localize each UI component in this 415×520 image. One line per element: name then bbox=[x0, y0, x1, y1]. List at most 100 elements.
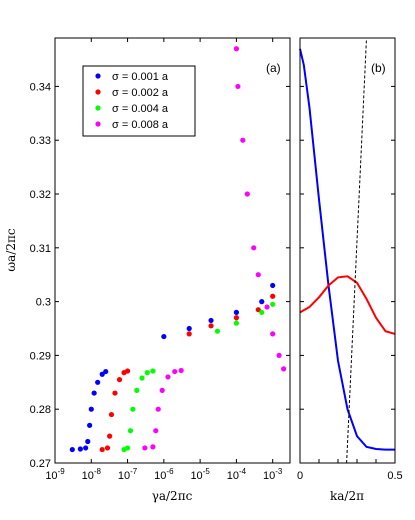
point-series-0-15 bbox=[270, 282, 276, 289]
legend-items: σ = 0.001 a σ = 0.002 a σ = 0.004 a σ = 0.0… bbox=[95, 71, 169, 131]
point-series-0-11 bbox=[186, 325, 192, 332]
point-series-3-10 bbox=[240, 137, 246, 143]
point-series-1-7 bbox=[124, 368, 131, 374]
legend-marker-2 bbox=[95, 105, 101, 111]
x-tick-label-a-5: 10-4 bbox=[227, 467, 247, 482]
point-series-1-11 bbox=[255, 307, 261, 313]
point-series-2-6 bbox=[144, 370, 150, 376]
point-series-1-1 bbox=[104, 445, 111, 451]
x-tick-label-a-0: 10-9 bbox=[45, 467, 65, 482]
panel-b-ticks: 0 0.5 bbox=[297, 85, 403, 482]
panel-a-ticks: 10-9 10-8 10-7 10-6 10-5 10-4 10-3 0.27 0.28 0.29… bbox=[30, 38, 290, 482]
panel-a-frame bbox=[54, 37, 291, 464]
point-series-2-10 bbox=[259, 309, 265, 315]
point-series-1-12 bbox=[270, 293, 276, 299]
curve-b-1 bbox=[299, 275, 396, 335]
point-series-0-7 bbox=[95, 379, 101, 385]
point-series-0-1 bbox=[77, 446, 83, 452]
point-series-2-11 bbox=[270, 301, 276, 307]
point-series-3-13 bbox=[255, 272, 261, 278]
x-tick-label-a-6: 10-3 bbox=[263, 467, 283, 482]
point-series-3-7 bbox=[178, 367, 184, 374]
legend-marker-0 bbox=[95, 73, 101, 79]
panel-a-x-axis-label: γa/2πc bbox=[152, 489, 193, 503]
y-tick-label-a-6: 0.33 bbox=[30, 135, 51, 147]
point-series-3-6 bbox=[172, 368, 178, 375]
panel-a-tag: (a) bbox=[266, 61, 281, 75]
legend-box bbox=[82, 65, 196, 137]
point-series-3-11 bbox=[244, 191, 250, 197]
point-series-0-0 bbox=[69, 446, 75, 453]
y-tick-label-a-0: 0.27 bbox=[30, 458, 51, 470]
panel-b-frame bbox=[299, 37, 396, 464]
y-tick-label-a-1: 0.28 bbox=[30, 404, 51, 416]
y-tick-label-a-2: 0.29 bbox=[30, 350, 51, 362]
curve-b-2 bbox=[346, 37, 367, 464]
legend-label-0: σ = 0.001 a bbox=[112, 71, 169, 83]
x-tick-label-b-1: 0.5 bbox=[387, 470, 402, 482]
point-series-2-1 bbox=[124, 445, 131, 451]
point-series-3-0 bbox=[142, 445, 148, 451]
x-tick-label-a-3: 10-6 bbox=[154, 467, 174, 482]
legend-marker-3 bbox=[95, 121, 101, 127]
legend-label-2: σ = 0.004 a bbox=[112, 103, 169, 115]
point-series-1-2 bbox=[107, 433, 113, 439]
point-series-3-8 bbox=[233, 46, 240, 52]
point-series-1-8 bbox=[186, 331, 192, 337]
legend-label-3: σ = 0.008 a bbox=[112, 119, 169, 131]
point-series-0-5 bbox=[88, 406, 94, 412]
y-tick-label-a-3: 0.3 bbox=[36, 297, 51, 309]
point-series-0-3 bbox=[85, 438, 91, 445]
point-series-2-9 bbox=[233, 320, 240, 326]
panel-b-x-axis-label: ka/2π bbox=[330, 489, 364, 503]
point-series-0-14 bbox=[259, 299, 265, 305]
x-tick-label-a-1: 10-8 bbox=[82, 467, 102, 482]
point-series-3-4 bbox=[159, 387, 165, 393]
panel-b-tag: (b) bbox=[371, 61, 386, 75]
point-series-2-4 bbox=[134, 387, 140, 393]
panel-b: 0 0.5 (b) ka/2π bbox=[297, 37, 403, 503]
point-series-0-13 bbox=[233, 309, 240, 315]
point-series-3-16 bbox=[276, 352, 282, 359]
curve-b-0 bbox=[299, 48, 395, 451]
point-series-0-8 bbox=[99, 371, 105, 377]
panel-a: 10-9 10-8 10-7 10-6 10-5 10-4 10-3 0.27 0.28 0.29… bbox=[4, 37, 291, 503]
x-tick-label-a-2: 10-7 bbox=[118, 467, 138, 482]
point-series-3-5 bbox=[165, 374, 171, 380]
point-series-0-9 bbox=[103, 368, 109, 375]
legend: σ = 0.001 a σ = 0.002 a σ = 0.004 a σ = 0.0… bbox=[82, 65, 196, 137]
point-series-3-9 bbox=[235, 83, 241, 90]
y-tick-label-a-5: 0.32 bbox=[30, 189, 51, 201]
point-series-2-3 bbox=[130, 406, 136, 412]
point-series-1-3 bbox=[108, 411, 115, 418]
point-series-2-5 bbox=[139, 375, 145, 381]
point-series-2-2 bbox=[127, 428, 134, 434]
point-series-0-2 bbox=[83, 445, 89, 451]
panel-b-data bbox=[299, 37, 396, 464]
y-tick-label-a-4: 0.31 bbox=[30, 243, 51, 255]
panel-a-y-axis-label: ωa/2πc bbox=[4, 228, 18, 272]
point-series-1-9 bbox=[208, 323, 214, 329]
point-series-0-6 bbox=[91, 390, 97, 396]
point-series-3-12 bbox=[251, 245, 257, 251]
point-series-1-0 bbox=[99, 446, 105, 453]
y-tick-label-a-7: 0.34 bbox=[30, 81, 51, 93]
point-series-3-2 bbox=[153, 428, 159, 434]
point-series-1-10 bbox=[233, 315, 240, 321]
point-series-0-10 bbox=[161, 333, 167, 340]
legend-marker-1 bbox=[95, 89, 101, 95]
point-series-0-4 bbox=[87, 422, 93, 428]
x-tick-label-a-4: 10-5 bbox=[190, 467, 210, 482]
panel-a-data bbox=[69, 46, 287, 453]
point-series-1-4 bbox=[112, 390, 118, 396]
point-series-3-17 bbox=[281, 366, 287, 372]
point-series-1-5 bbox=[116, 377, 123, 383]
x-tick-label-b-0: 0 bbox=[297, 470, 303, 482]
point-series-3-14 bbox=[264, 304, 270, 310]
point-series-3-3 bbox=[155, 406, 161, 412]
point-series-0-12 bbox=[208, 317, 214, 324]
point-series-2-7 bbox=[150, 368, 156, 374]
point-series-2-8 bbox=[214, 328, 221, 334]
legend-label-1: σ = 0.002 a bbox=[112, 87, 169, 99]
